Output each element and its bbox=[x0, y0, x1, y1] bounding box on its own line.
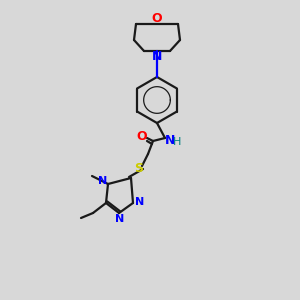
Text: N: N bbox=[135, 197, 145, 207]
Text: N: N bbox=[152, 50, 162, 62]
Text: N: N bbox=[116, 214, 124, 224]
Text: N: N bbox=[98, 176, 108, 186]
Text: O: O bbox=[152, 13, 162, 26]
Text: S: S bbox=[134, 161, 143, 175]
Text: O: O bbox=[137, 130, 147, 142]
Text: N: N bbox=[165, 134, 175, 146]
Text: H: H bbox=[173, 137, 181, 147]
